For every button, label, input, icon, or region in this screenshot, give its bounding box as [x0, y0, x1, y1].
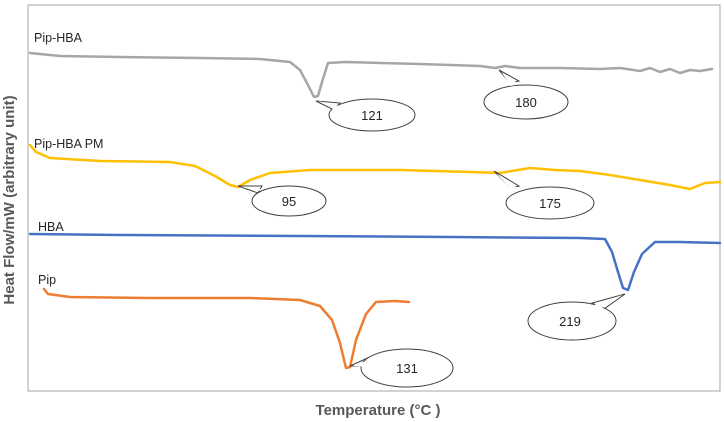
series-line-hba [28, 232, 722, 292]
plot-frame [27, 4, 721, 392]
series-label-pip-hba-pm: Pip-HBA PM [34, 137, 103, 151]
y-axis-title: Heat Flow/mW (arbitrary unit) [1, 95, 18, 304]
series-line-pip-hba [28, 51, 714, 99]
callout-219: 219 [527, 293, 626, 341]
svg-text:121: 121 [361, 108, 383, 123]
callout-180: 180 [483, 69, 569, 120]
callout-131: 131 [349, 348, 454, 388]
callout-175: 175 [493, 170, 595, 220]
svg-text:131: 131 [396, 361, 418, 376]
series-label-pip-hba: Pip-HBA [34, 31, 83, 45]
svg-text:175: 175 [539, 196, 561, 211]
callout-95: 95 [237, 185, 327, 217]
svg-text:95: 95 [282, 194, 296, 209]
series-line-pip-hba-pm [28, 143, 722, 191]
svg-text:219: 219 [559, 314, 581, 329]
x-axis-title: Temperature (°C ) [316, 402, 441, 419]
svg-text:180: 180 [515, 95, 537, 110]
series-line-pip [42, 287, 411, 370]
series-label-hba: HBA [38, 220, 64, 234]
series-label-pip: Pip [38, 273, 56, 287]
callout-121: 121 [315, 98, 416, 132]
